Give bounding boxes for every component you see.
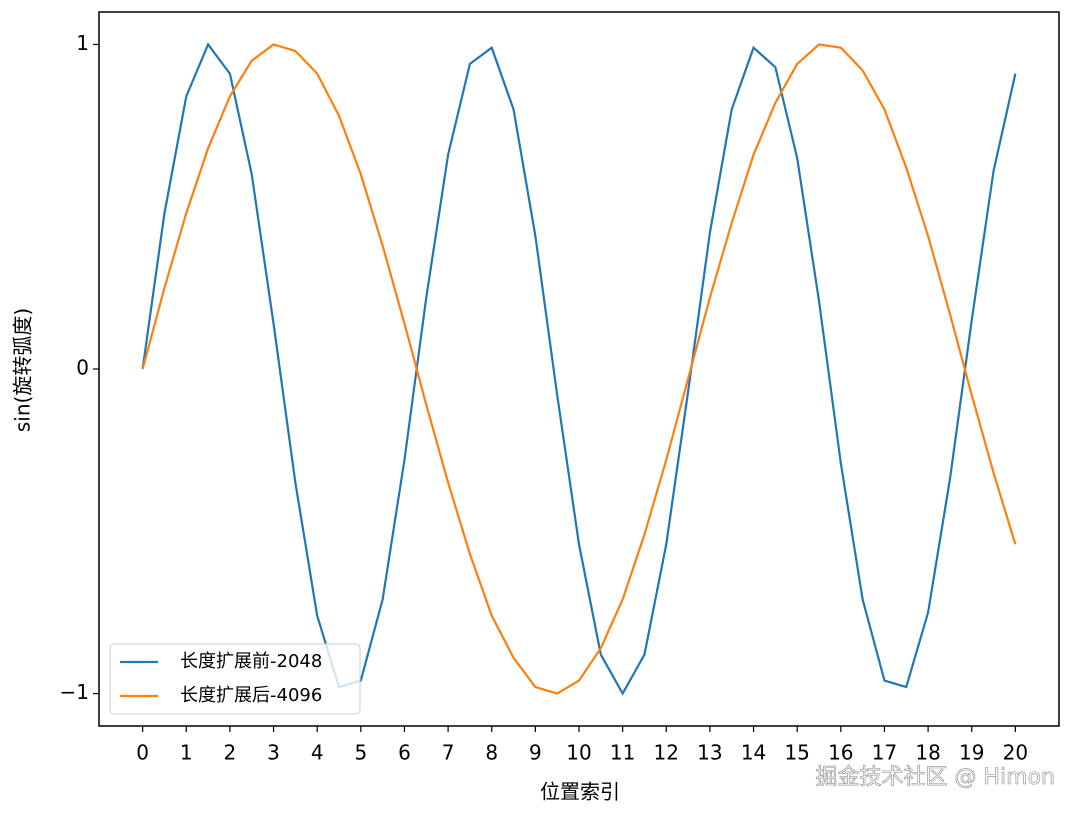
x-tick-label: 9 <box>529 741 542 765</box>
x-tick-label: 1 <box>180 741 193 765</box>
x-tick-label: 7 <box>442 741 455 765</box>
x-tick-label: 5 <box>354 741 367 765</box>
x-tick-label: 15 <box>784 741 809 765</box>
y-tick-label: −1 <box>60 680 89 704</box>
y-tick-label: 0 <box>76 356 89 380</box>
x-tick-label: 16 <box>828 741 853 765</box>
legend-box <box>109 643 361 715</box>
watermark: 掘金技术社区 @ Himon <box>816 765 1055 790</box>
legend-label: 长度扩展后-4096 <box>180 685 322 706</box>
x-tick-label: 4 <box>311 741 324 765</box>
x-tick-label: 19 <box>959 741 984 765</box>
x-tick-label: 6 <box>398 741 411 765</box>
y-tick-label: 1 <box>76 31 89 55</box>
series-line <box>141 42 1017 696</box>
x-tick-label: 8 <box>485 741 498 765</box>
x-tick-label: 13 <box>697 741 722 765</box>
series-line <box>141 43 1017 695</box>
plot-frame <box>98 11 1060 727</box>
x-tick-label: 11 <box>610 741 635 765</box>
x-tick-label: 3 <box>267 741 280 765</box>
x-tick-label: 12 <box>654 741 679 765</box>
y-axis-label: sin(旋转弧度) <box>11 308 35 432</box>
x-axis-label: 位置索引 <box>540 780 620 804</box>
x-tick-label: 2 <box>224 741 237 765</box>
x-tick-label: 0 <box>136 741 149 765</box>
legend-label: 长度扩展前-2048 <box>180 651 322 672</box>
x-tick-label: 14 <box>741 741 766 765</box>
x-tick-label: 17 <box>872 741 897 765</box>
x-tick-label: 10 <box>566 741 591 765</box>
x-tick-label: 18 <box>915 741 940 765</box>
x-tick-label: 20 <box>1003 741 1028 765</box>
